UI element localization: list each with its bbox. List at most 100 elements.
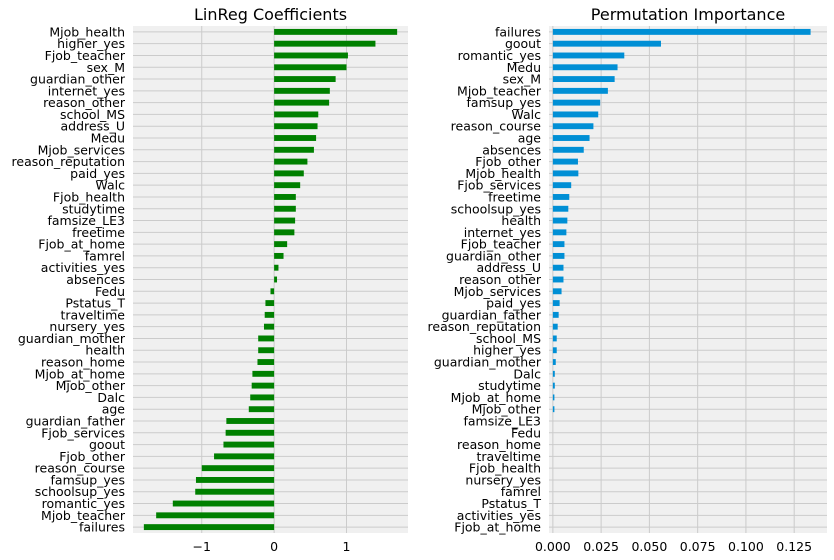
- bar-reason_course: [552, 123, 594, 130]
- bar-address_U: [274, 123, 318, 130]
- category-label: famsup_yes: [51, 472, 125, 487]
- bar-paid_yes: [552, 300, 560, 307]
- bar-goout: [552, 40, 661, 47]
- category-label: reason_reputation: [428, 319, 541, 334]
- bar-schoolsup_yes: [195, 488, 275, 495]
- x-tick-label: 1: [343, 539, 351, 554]
- category-label: absences: [482, 142, 541, 157]
- bar-age: [248, 406, 275, 413]
- category-label: absences: [66, 272, 125, 287]
- category-label: Medu: [91, 131, 125, 146]
- bar-Mjob_at_home: [252, 370, 275, 377]
- permutation-importance-chart: Permutation Importance 0.000 0.025 0.050 0.0…: [428, 5, 827, 554]
- category-label: Fjob_health: [53, 189, 125, 204]
- bar-Medu: [552, 64, 618, 71]
- bar-Fjob_other: [552, 158, 578, 165]
- bar-school_MS: [552, 335, 557, 342]
- category-label: Dalc: [97, 390, 125, 405]
- bar-Mjob_teacher: [156, 512, 275, 519]
- bar-famsup_yes: [195, 476, 275, 483]
- category-label: romantic_yes: [42, 496, 125, 511]
- bar-reason_home: [257, 359, 275, 365]
- category-label: guardian_other: [446, 248, 542, 263]
- category-label: Mjob_health: [465, 166, 541, 181]
- bar-guardian_mother: [258, 335, 275, 342]
- bar-Dalc: [250, 394, 275, 401]
- category-label: Walc: [95, 178, 125, 193]
- category-label: Pstatus_T: [65, 296, 125, 311]
- bar-Fjob_services: [225, 429, 275, 436]
- bar-paid_yes: [274, 170, 304, 177]
- bar-Fjob_teacher: [274, 52, 348, 59]
- bar-failures: [552, 28, 811, 35]
- bar-Mjob_services: [552, 288, 562, 295]
- bar-Fjob_teacher: [552, 241, 565, 248]
- bar-school_MS: [274, 111, 319, 118]
- bar-Medu: [274, 135, 317, 141]
- bar-activities_yes: [274, 264, 279, 271]
- category-label: Dalc: [513, 366, 541, 381]
- category-label: Fedu: [95, 284, 125, 299]
- category-label: Fjob_services: [457, 178, 541, 193]
- category-label: address_U: [476, 260, 541, 275]
- bar-studytime: [552, 382, 555, 389]
- category-label: Medu: [507, 60, 541, 75]
- x-tick-label: 0.100: [728, 539, 764, 554]
- category-label: Mjob_services: [38, 142, 125, 157]
- bar-guardian_other: [274, 76, 336, 83]
- category-label: Fedu: [511, 425, 541, 440]
- bar-schoolsup_yes: [552, 205, 569, 212]
- bar-absences: [552, 146, 584, 153]
- category-label: age: [102, 402, 126, 417]
- bar-Mjob_teacher: [552, 87, 608, 94]
- category-label: Fjob_at_home: [38, 237, 125, 252]
- category-label: activities_yes: [41, 260, 125, 275]
- bar-freetime: [552, 194, 570, 200]
- category-label: Fjob_other: [475, 154, 542, 169]
- category-label: famsize_LE3: [47, 213, 125, 228]
- category-label: reason_other: [43, 95, 126, 110]
- bar-failures: [143, 524, 275, 531]
- category-label: address_U: [60, 119, 125, 134]
- bar-guardian_mother: [552, 359, 556, 365]
- category-label: higher_yes: [473, 343, 541, 358]
- category-label: schoolsup_yes: [35, 484, 125, 499]
- category-label: paid_yes: [70, 166, 125, 181]
- x-tick-label: 0.125: [776, 539, 812, 554]
- bar-health: [552, 217, 568, 224]
- bar-Fjob_at_home: [274, 241, 288, 248]
- category-label: internet_yes: [48, 83, 125, 98]
- category-label: Fjob_teacher: [45, 48, 126, 63]
- category-label: Walc: [511, 107, 541, 122]
- bar-reason_reputation: [274, 158, 308, 165]
- bar-reason_other: [274, 99, 330, 106]
- category-label: Mjob_other: [472, 402, 542, 417]
- category-label: Mjob_other: [56, 378, 126, 393]
- x-tick-label: 0: [270, 539, 278, 554]
- category-label: Mjob_services: [454, 284, 541, 299]
- category-label: reason_home: [457, 437, 541, 452]
- category-label: reason_reputation: [12, 154, 125, 169]
- x-tick-label: 0.000: [535, 539, 571, 554]
- bar-romantic_yes: [552, 52, 625, 59]
- bar-internet_yes: [274, 87, 330, 94]
- bar-address_U: [552, 264, 564, 271]
- category-label: school_MS: [60, 107, 125, 122]
- bar-reason_other: [552, 276, 564, 283]
- bar-guardian_father: [552, 311, 559, 318]
- bar-traveltime: [264, 311, 275, 318]
- category-label: guardian_father: [442, 307, 542, 322]
- bar-Dalc: [552, 370, 555, 377]
- category-label: failures: [495, 24, 541, 39]
- category-label: age: [518, 131, 542, 146]
- category-label: reason_home: [41, 355, 125, 370]
- category-label: famsup_yes: [467, 95, 541, 110]
- bar-sex_M: [274, 64, 347, 71]
- bar-Mjob_other: [251, 382, 275, 389]
- bar-Fjob_health: [274, 194, 296, 200]
- category-label: school_MS: [476, 331, 541, 346]
- category-label: traveltime: [60, 307, 125, 322]
- category-label: health: [501, 213, 541, 228]
- category-label: famsize_LE3: [463, 413, 541, 428]
- category-label: nursery_yes: [49, 319, 125, 334]
